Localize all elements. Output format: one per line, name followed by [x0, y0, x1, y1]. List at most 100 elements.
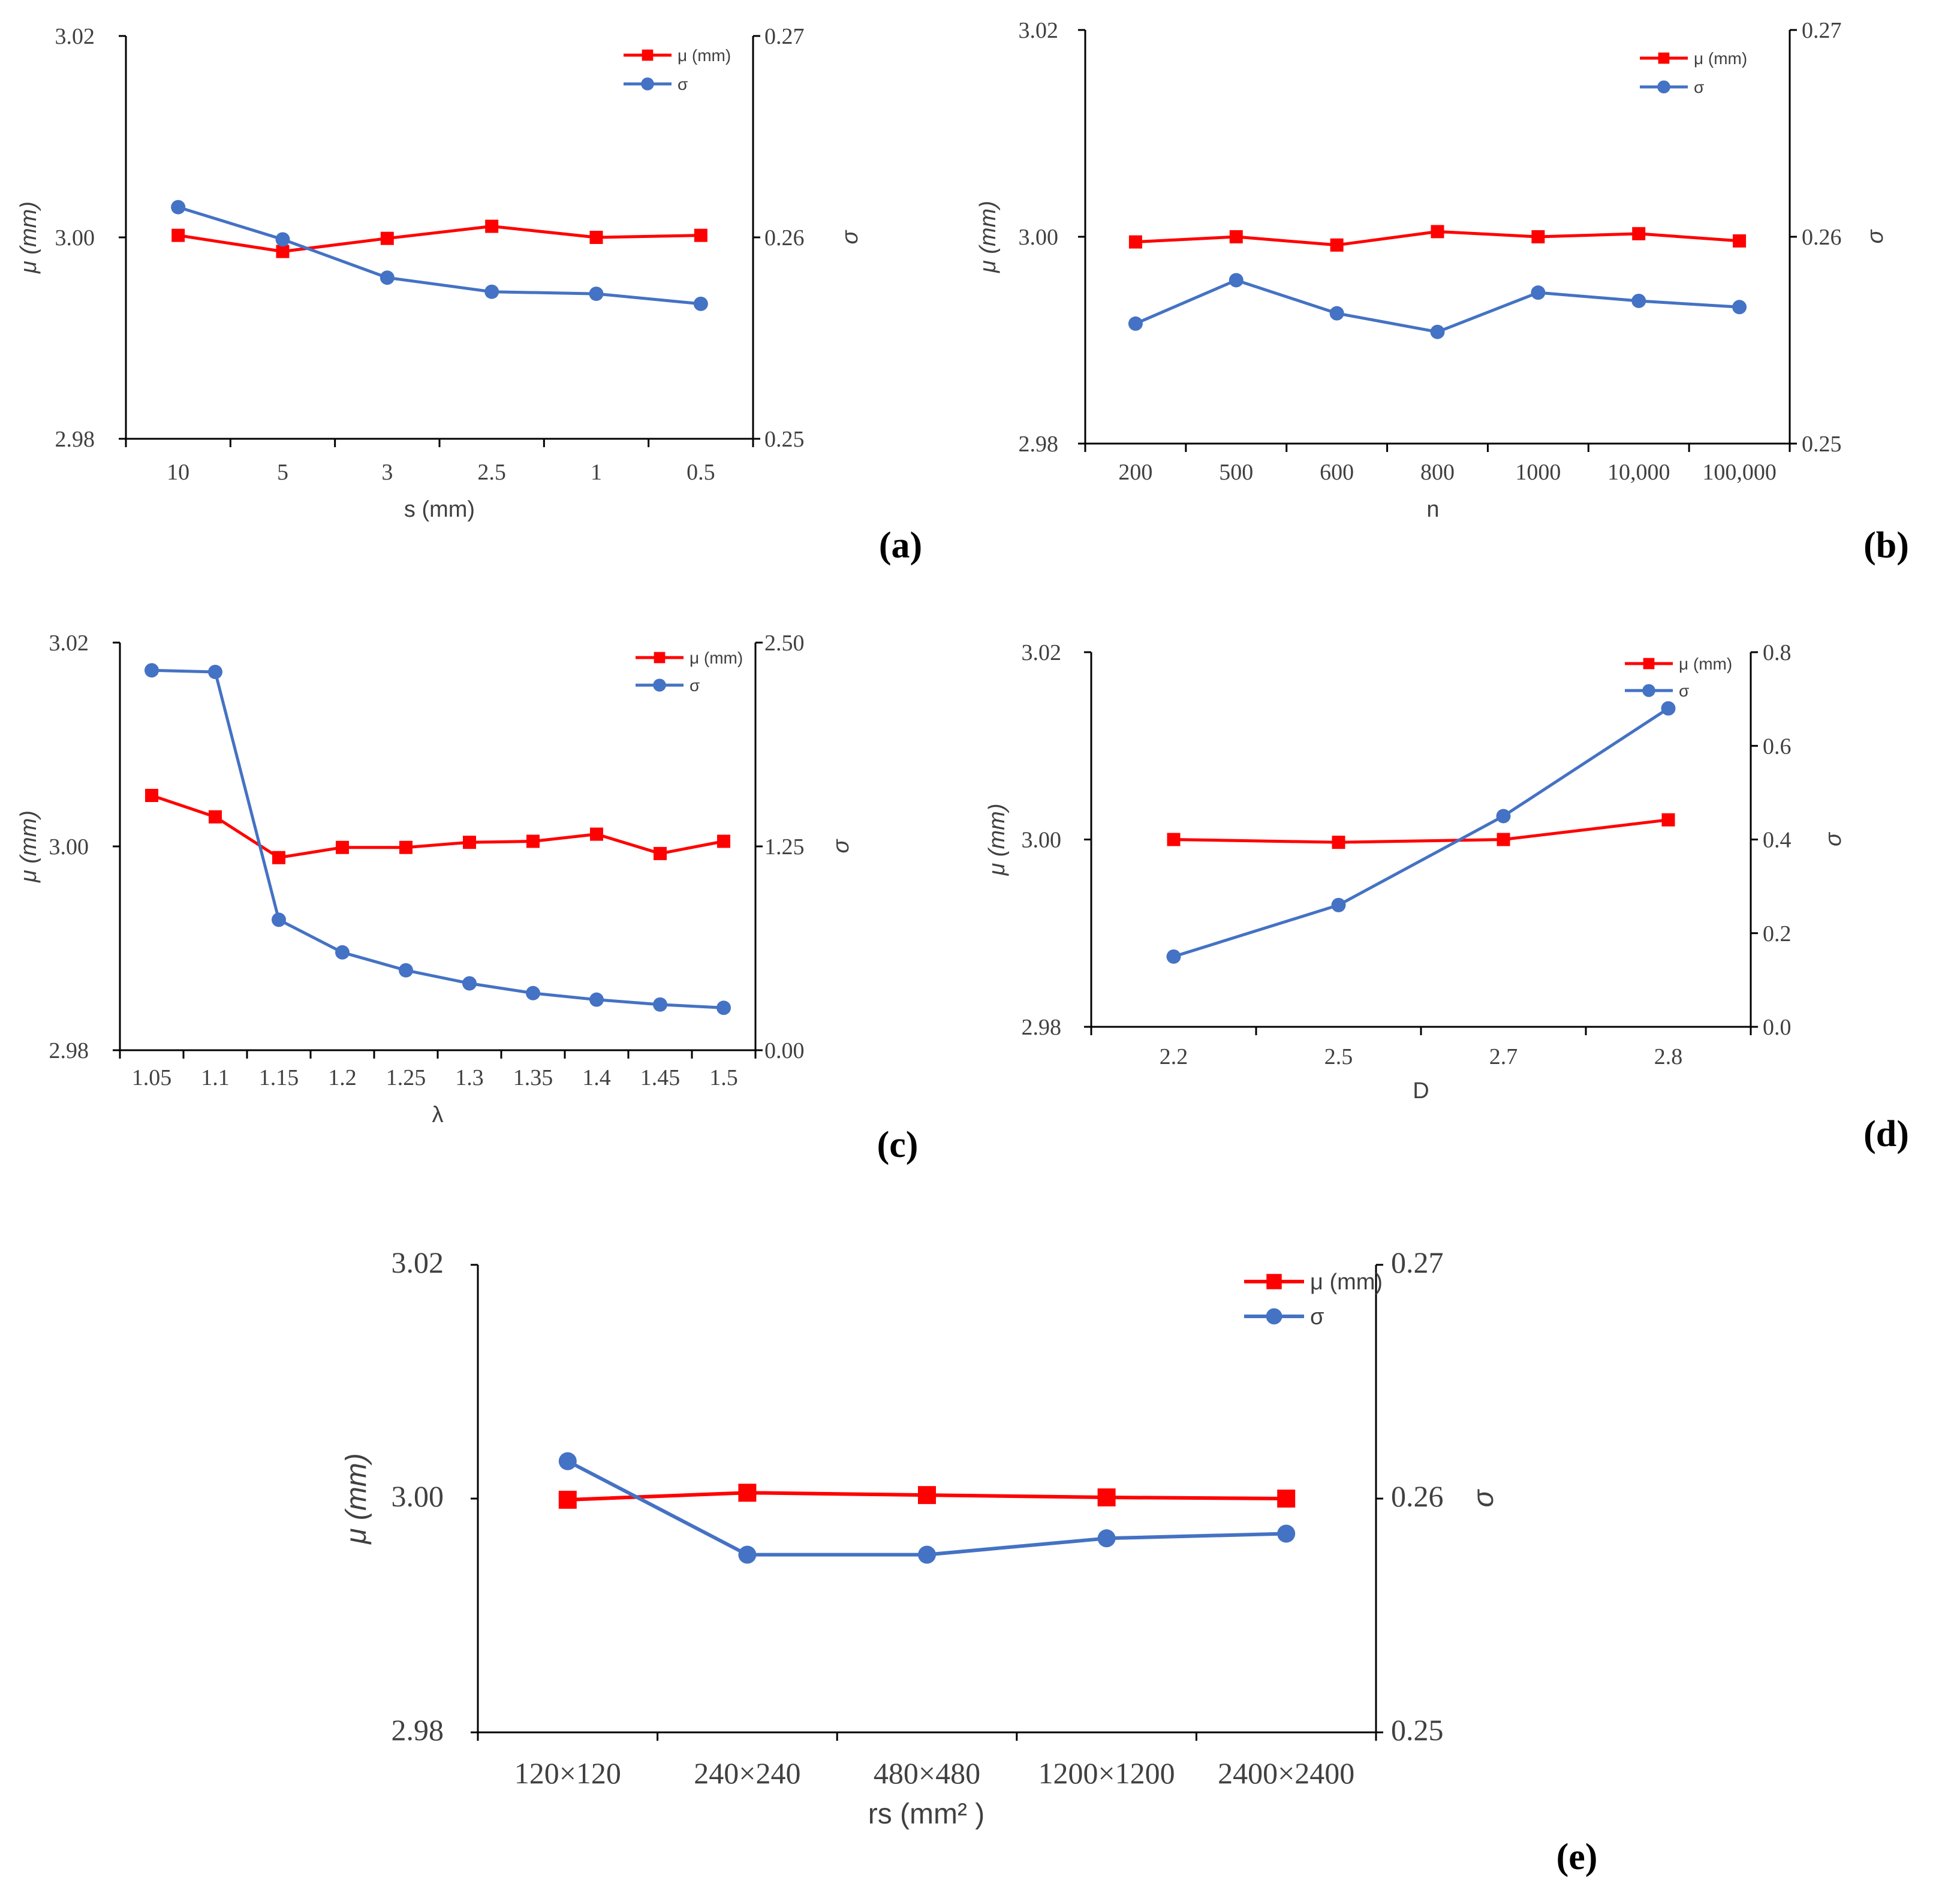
legend: μ (mm) σ [1625, 655, 1732, 700]
data-point [738, 1545, 757, 1564]
y2-tick-label: 0.4 [1763, 828, 1792, 853]
data-point [589, 287, 604, 302]
chart-b: 2.98 3.00 3.02 0.25 0.26 0.27 200 500 600 800 1000… [976, 18, 1909, 566]
panel-label: (b) [1863, 525, 1909, 566]
x-tick-label: 5 [277, 460, 288, 485]
series-mu [1167, 813, 1675, 849]
y-axis-title: μ (mm) [341, 1453, 372, 1545]
x-tick-label: 1200×1200 [1038, 1756, 1175, 1790]
y-tick-label: 2.98 [1022, 1015, 1062, 1040]
data-point [144, 663, 159, 678]
data-point [1496, 809, 1511, 824]
x-tick-label: 1.35 [513, 1065, 553, 1090]
x-tick-label: 2.5 [477, 460, 506, 485]
series-line [567, 1459, 1287, 1557]
y2-tick-label: 0.26 [1391, 1479, 1444, 1513]
y-tick-label: 3.00 [1019, 225, 1059, 250]
data-point [1229, 230, 1243, 243]
x-tick-label: 1.15 [259, 1065, 299, 1090]
y2-tick-label: 0.27 [1802, 18, 1842, 43]
x-tick-label: 200 [1118, 460, 1152, 485]
data-point [1331, 897, 1346, 912]
y-axis-title: μ (mm) [976, 201, 1001, 273]
data-point [380, 270, 395, 285]
x-tick-label: 100,000 [1702, 460, 1777, 485]
x-tick-label: 120×120 [514, 1756, 621, 1790]
y2-axis-title: σ [838, 229, 863, 244]
data-point [1229, 273, 1244, 288]
series-line [177, 225, 701, 254]
data-point [485, 219, 499, 233]
data-point [208, 664, 222, 679]
series-line [1173, 707, 1669, 958]
data-point [918, 1545, 936, 1564]
legend-label: σ [1679, 682, 1689, 700]
legend: μ (mm) σ [624, 46, 731, 94]
data-point [693, 296, 708, 311]
data-point [653, 997, 667, 1012]
x-tick-label: 1 [591, 460, 602, 485]
data-point [1332, 836, 1345, 849]
x-tick-label: 1.45 [640, 1065, 681, 1090]
y-tick-label: 2.98 [392, 1713, 444, 1747]
data-point [1330, 238, 1344, 252]
series-mu [145, 789, 730, 864]
series-line [151, 668, 724, 1009]
data-point [558, 1452, 577, 1470]
legend-label: μ (mm) [690, 649, 743, 667]
legend-marker [1642, 684, 1655, 697]
data-point [1497, 833, 1510, 846]
panel-label: (a) [879, 525, 922, 566]
series-sigma [171, 200, 708, 311]
data-point [272, 851, 285, 864]
x-axis-title: n [1426, 497, 1439, 522]
legend-marker [1266, 1308, 1282, 1325]
data-point [716, 1000, 731, 1015]
y2-axis-title: σ [1863, 228, 1888, 243]
legend-marker [1657, 80, 1670, 94]
y-tick-label: 3.02 [392, 1246, 444, 1279]
data-point [654, 846, 667, 860]
x-axis-title: D [1413, 1078, 1429, 1104]
y-axis-title: μ (mm) [16, 201, 41, 274]
legend-marker [654, 652, 666, 664]
legend-marker [653, 679, 666, 692]
data-point [1097, 1488, 1116, 1507]
y-tick-label: 3.02 [1022, 640, 1062, 665]
x-axis-title: λ [432, 1102, 444, 1128]
legend-label: σ [1694, 78, 1704, 97]
y-axis-title: μ (mm) [16, 810, 41, 883]
data-point [918, 1486, 936, 1505]
data-point [694, 228, 707, 242]
series-sigma [144, 663, 731, 1015]
y-tick-label: 3.00 [392, 1479, 444, 1513]
y-tick-label: 3.00 [55, 225, 95, 251]
x-tick-label: 1.4 [582, 1065, 611, 1090]
data-point [1097, 1529, 1116, 1548]
data-point [1277, 1490, 1296, 1508]
x-tick-label: 1.5 [709, 1065, 738, 1090]
series-line [177, 206, 701, 306]
data-point [558, 1490, 577, 1509]
series-line [1173, 818, 1669, 844]
data-point [717, 834, 730, 848]
x-tick-label: 2.8 [1654, 1044, 1683, 1069]
panel-label: (c) [877, 1125, 919, 1165]
legend-label: μ (mm) [1679, 655, 1732, 673]
series-mu [171, 219, 707, 258]
y-tick-label: 3.02 [1019, 18, 1059, 43]
y2-tick-label: 0.26 [1802, 225, 1842, 250]
data-point [1329, 306, 1344, 321]
chart-c: 2.98 3.00 3.02 0.00 1.25 2.50 1.05 1.1 1.15 1.2 1.… [16, 631, 918, 1165]
x-tick-label: 1000 [1515, 460, 1561, 485]
x-tick-label: 2.5 [1324, 1044, 1353, 1069]
data-point [1128, 235, 1142, 249]
x-tick-label: 1.3 [455, 1065, 484, 1090]
legend-label: σ [678, 75, 688, 94]
data-point [1732, 300, 1747, 315]
x-tick-label: 500 [1219, 460, 1253, 485]
y2-axis-title: σ [829, 838, 854, 853]
y-tick-label: 3.00 [49, 834, 89, 860]
data-point [145, 789, 158, 802]
data-point [272, 912, 286, 927]
